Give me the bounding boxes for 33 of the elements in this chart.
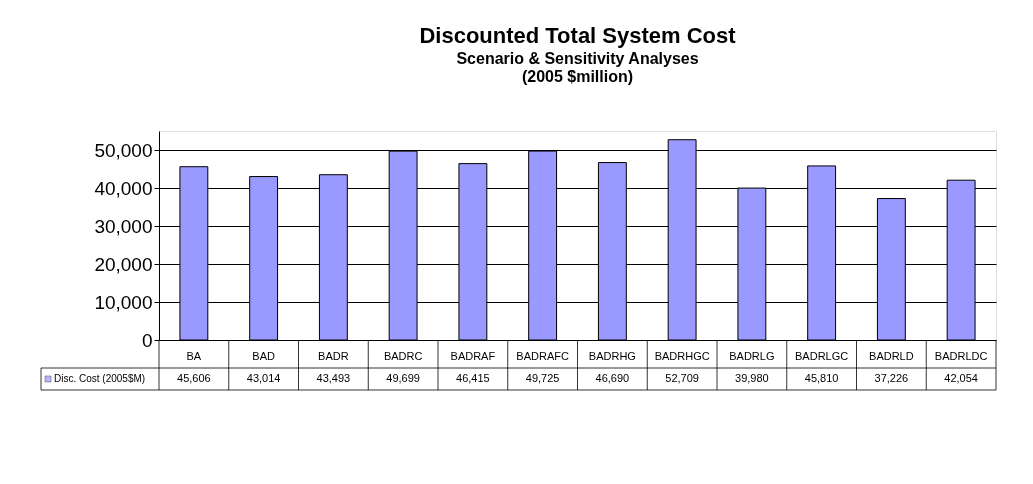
data-label: 45,810: [804, 372, 839, 384]
y-tick-label: 50,000: [94, 139, 153, 161]
data-label: 39,980: [735, 372, 769, 384]
data-label: 46,690: [595, 372, 630, 384]
x-tick-label: BADRAF: [450, 349, 496, 362]
x-tick-label: BAD: [252, 349, 275, 362]
data-label: 43,493: [316, 372, 351, 384]
y-tick-label: 20,000: [94, 253, 153, 275]
data-label: 37,226: [874, 372, 909, 384]
x-tick-label: BADRHG: [588, 349, 636, 362]
x-tick-label: BA: [186, 349, 202, 362]
legend-label: Disc. Cost (2005$M): [54, 373, 146, 384]
x-tick-label: BADRLDC: [934, 349, 988, 362]
data-label: 43,014: [246, 372, 281, 384]
y-tick-label: 10,000: [94, 291, 153, 313]
chart-title: Discounted Total System Cost: [419, 23, 737, 48]
x-tick-label: BADRLG: [729, 349, 775, 362]
x-tick-label: BADRLD: [869, 349, 914, 362]
data-label: 52,709: [665, 372, 699, 384]
x-tick-label: BADRHGC: [654, 349, 710, 362]
data-label: 49,725: [525, 372, 560, 384]
x-tick-label: BADRC: [383, 349, 423, 362]
x-tick-label: BADRAFC: [516, 349, 569, 362]
data-label: 49,699: [386, 372, 420, 384]
data-label: 42,054: [944, 372, 978, 384]
data-label: 46,415: [456, 372, 490, 384]
y-tick-label: 30,000: [94, 215, 153, 237]
x-tick-label: BADR: [318, 349, 349, 362]
data-label: 45,606: [177, 372, 211, 384]
y-tick-label: 0: [141, 329, 153, 351]
y-tick-label: 40,000: [94, 177, 153, 199]
chart-subtitle: Scenario & Sensitivity Analyses (2005 $million): [456, 50, 699, 85]
x-tick-label: BADRLGC: [795, 349, 849, 362]
